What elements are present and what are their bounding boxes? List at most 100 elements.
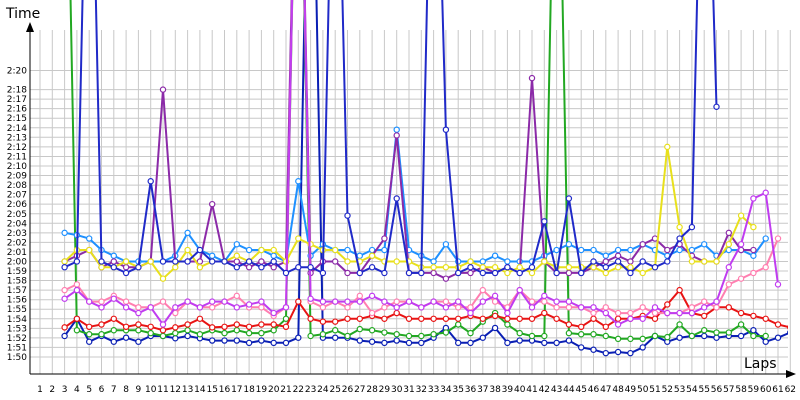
data-point xyxy=(98,304,105,311)
data-point xyxy=(516,264,523,271)
data-point xyxy=(614,321,622,328)
data-point xyxy=(430,269,437,277)
data-point xyxy=(98,264,105,271)
x-tick-label: 18 xyxy=(243,385,255,395)
data-point xyxy=(725,229,733,237)
data-point xyxy=(344,258,351,265)
data-point xyxy=(750,246,757,254)
data-point xyxy=(504,269,511,277)
data-point xyxy=(651,332,659,340)
data-point xyxy=(381,246,388,254)
data-point xyxy=(467,339,474,347)
x-tick-label: 26 xyxy=(342,385,354,395)
data-point xyxy=(479,298,486,305)
data-point xyxy=(208,258,216,265)
data-point xyxy=(627,315,634,322)
data-point xyxy=(319,269,327,277)
data-point xyxy=(442,304,450,311)
data-point xyxy=(614,315,622,322)
data-point xyxy=(651,309,659,317)
data-point xyxy=(713,298,720,305)
data-point xyxy=(504,339,511,347)
data-point xyxy=(307,295,314,302)
data-point xyxy=(713,258,720,265)
x-tick-label: 11 xyxy=(157,385,168,395)
data-point xyxy=(479,269,486,277)
data-point xyxy=(85,235,93,242)
data-point xyxy=(393,258,400,265)
data-point xyxy=(295,178,302,185)
data-point xyxy=(455,304,462,311)
series-line-2 xyxy=(69,0,766,340)
x-tick-label: 2 xyxy=(49,385,55,395)
data-point xyxy=(725,304,733,311)
x-tick-label: 44 xyxy=(563,385,575,395)
data-point xyxy=(627,264,634,271)
y-tick-label: 2:15 xyxy=(7,114,27,124)
x-tick-label: 38 xyxy=(489,385,501,395)
data-point xyxy=(258,298,265,305)
data-point xyxy=(61,332,68,340)
data-point xyxy=(332,334,339,341)
data-point xyxy=(208,252,216,259)
data-point xyxy=(184,229,191,237)
data-point xyxy=(110,338,118,345)
data-point xyxy=(590,264,597,271)
data-point xyxy=(73,286,81,294)
data-point xyxy=(442,264,450,271)
data-point xyxy=(258,264,265,271)
data-point xyxy=(122,264,130,271)
x-tick-label: 45 xyxy=(575,385,586,395)
data-point xyxy=(110,295,118,302)
data-point xyxy=(516,329,523,337)
data-point xyxy=(590,331,597,338)
data-point xyxy=(504,309,511,317)
data-point xyxy=(110,264,118,271)
data-point xyxy=(553,269,560,277)
data-point xyxy=(172,258,179,265)
x-tick-label: 50 xyxy=(637,385,649,395)
y-tick-label: 1:58 xyxy=(7,277,27,287)
data-point xyxy=(85,331,93,338)
data-point xyxy=(590,346,597,353)
data-point xyxy=(393,309,400,317)
data-point xyxy=(196,304,204,311)
data-point xyxy=(258,246,265,254)
data-point xyxy=(639,258,646,265)
data-point xyxy=(307,264,314,271)
data-point xyxy=(528,74,536,82)
data-point xyxy=(184,298,191,305)
data-point xyxy=(528,264,536,271)
data-point xyxy=(701,258,708,265)
data-point xyxy=(479,264,486,271)
data-point xyxy=(553,339,560,347)
data-point xyxy=(61,295,68,302)
x-tick-label: 62 xyxy=(785,385,796,395)
y-tick-label: 2:11 xyxy=(7,152,27,162)
x-tick-label: 30 xyxy=(391,385,403,395)
data-point xyxy=(774,321,782,328)
data-point xyxy=(516,337,523,344)
x-tick-label: 20 xyxy=(268,385,280,395)
data-point xyxy=(405,269,413,277)
data-point xyxy=(270,309,277,317)
data-point xyxy=(787,325,788,330)
x-tick-label: 33 xyxy=(428,385,439,395)
x-tick-label: 52 xyxy=(662,385,673,395)
data-point xyxy=(590,246,597,254)
data-point xyxy=(258,329,265,337)
data-point xyxy=(393,132,400,139)
data-point xyxy=(467,309,474,317)
data-point xyxy=(479,334,486,341)
data-point xyxy=(184,327,191,334)
data-point xyxy=(504,264,511,271)
data-point xyxy=(676,309,683,317)
data-point xyxy=(270,258,277,265)
data-point xyxy=(208,298,216,305)
data-point xyxy=(590,315,597,322)
data-point xyxy=(701,312,708,320)
data-point xyxy=(61,324,68,331)
data-point xyxy=(737,321,745,328)
data-point xyxy=(98,258,105,265)
data-point xyxy=(455,298,462,305)
